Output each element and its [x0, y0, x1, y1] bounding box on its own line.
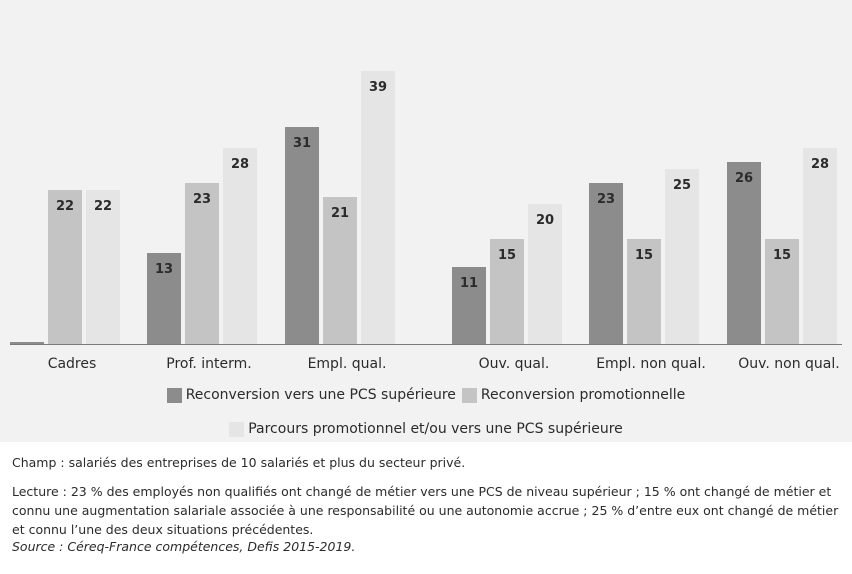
- bar-series-3-cat-1: [86, 190, 120, 344]
- bar-series-3-cat-3: [361, 71, 395, 344]
- data-label-series-1-cat-6: 26: [735, 171, 753, 186]
- data-label-series-3-cat-5: 25: [673, 178, 691, 193]
- chart-panel: [0, 0, 852, 442]
- data-label-series-1-cat-3: 31: [293, 136, 311, 151]
- bar-series-1-cat-6: [727, 162, 761, 344]
- x-tick-label-6: Ouv. non qual.: [738, 356, 839, 372]
- data-label-series-2-cat-2: 23: [193, 192, 211, 207]
- legend-row-2: Parcours promotionnel et/ou vers une PCS…: [0, 419, 852, 439]
- legend-item-series-3: Parcours promotionnel et/ou vers une PCS…: [229, 421, 623, 437]
- legend-swatch-series-1: [166, 387, 182, 403]
- x-tick-label-2: Prof. interm.: [166, 356, 251, 372]
- bar-series-2-cat-2: [185, 183, 219, 344]
- bar-series-2-cat-5: [627, 239, 661, 344]
- bar-series-1-cat-3: [285, 127, 319, 344]
- data-label-series-3-cat-2: 28: [231, 157, 249, 172]
- x-tick-label-1: Cadres: [48, 356, 97, 372]
- data-label-series-1-cat-2: 13: [155, 262, 173, 277]
- data-label-series-3-cat-4: 20: [536, 213, 554, 228]
- bar-series-3-cat-4: [528, 204, 562, 344]
- bar-series-1-cat-2: [147, 253, 181, 344]
- legend-item-series-2: Reconversion promotionnelle: [461, 387, 686, 403]
- bar-series-3-cat-2: [223, 148, 257, 344]
- bar-series-2-cat-1: [48, 190, 82, 344]
- data-label-series-1-cat-4: 11: [460, 276, 478, 291]
- bar-series-1-cat-1: [10, 342, 44, 344]
- bar-series-3-cat-6: [803, 148, 837, 344]
- data-label-series-2-cat-5: 15: [635, 248, 653, 263]
- data-label-series-2-cat-4: 15: [498, 248, 516, 263]
- bar-series-3-cat-5: [665, 169, 699, 344]
- legend-label-series-1: Reconversion vers une PCS supérieure: [185, 387, 456, 403]
- legend-label-series-2: Reconversion promotionnelle: [480, 387, 686, 403]
- note-source: Source : Céreq-France compétences, Defis…: [12, 539, 356, 554]
- legend-label-series-3: Parcours promotionnel et/ou vers une PCS…: [248, 421, 623, 437]
- note-champ: Champ : salariés des entreprises de 10 s…: [12, 455, 466, 470]
- bar-series-1-cat-4: [452, 267, 486, 344]
- data-label-series-3-cat-3: 39: [369, 80, 387, 95]
- bar-series-2-cat-6: [765, 239, 799, 344]
- bar-chart: 22 22 Cadres 13 23 28 Prof. interm. 31 21 39 Empl.…: [10, 71, 842, 372]
- note-lecture: Lecture : 23 % des employés non qualifié…: [12, 484, 839, 537]
- data-label-series-2-cat-3: 21: [331, 206, 349, 221]
- x-tick-label-3: Empl. qual.: [308, 356, 387, 372]
- legend-swatch-series-2: [461, 387, 477, 403]
- data-label-series-3-cat-1: 22: [94, 199, 112, 214]
- x-tick-label-4: Ouv. qual.: [479, 356, 550, 372]
- data-label-series-2-cat-6: 15: [773, 248, 791, 263]
- data-label-series-2-cat-1: 22: [56, 199, 74, 214]
- x-tick-label-5: Empl. non qual.: [596, 356, 706, 372]
- legend-row-1: Reconversion vers une PCS supérieure Rec…: [0, 385, 852, 405]
- bar-series-2-cat-3: [323, 197, 357, 344]
- legend-item-series-1: Reconversion vers une PCS supérieure: [166, 387, 456, 403]
- data-label-series-3-cat-6: 28: [811, 157, 829, 172]
- legend-swatch-series-3: [229, 421, 245, 437]
- data-label-series-1-cat-5: 23: [597, 192, 615, 207]
- bar-series-2-cat-4: [490, 239, 524, 344]
- bar-series-1-cat-5: [589, 183, 623, 344]
